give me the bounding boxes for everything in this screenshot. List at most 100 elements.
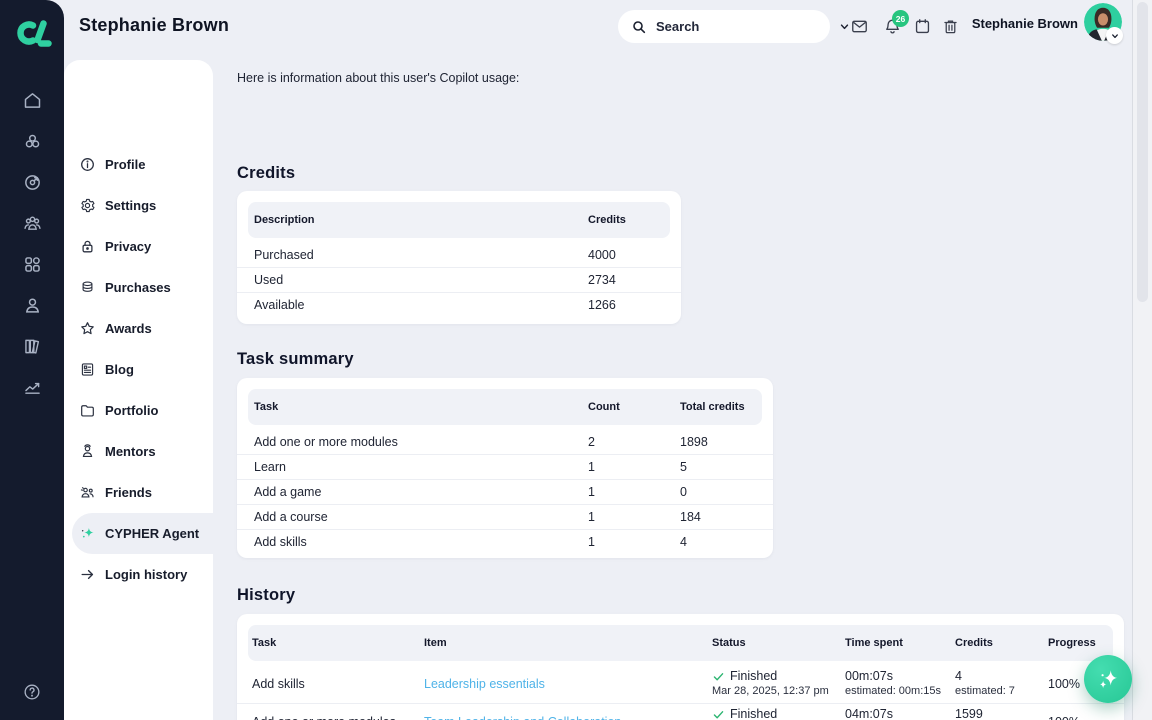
lock-icon [82,240,93,253]
column-header: Credits [955,637,993,649]
sidebar-item-label: Mentors [105,444,156,459]
profile-person-icon[interactable] [22,295,43,316]
sidebar-item-label: Login history [105,567,188,582]
sidebar-item-label: Friends [105,485,152,500]
chevron-down-icon [840,24,849,30]
table-row: Add skills Leadership essentials Finishe… [237,665,1124,703]
credits-value: 2734 [588,273,616,287]
sidebar-item-settings[interactable]: Settings [64,185,213,226]
sidebar-item-label: Purchases [105,280,171,295]
history-section-title: History [237,586,296,604]
sidebar-item-login-history[interactable]: Login history [64,554,213,595]
search-icon [633,20,646,33]
sidebar-item-awards[interactable]: Awards [64,308,213,349]
task-count: 1 [588,535,595,549]
column-header: Item [424,637,447,649]
sidebar-item-portfolio[interactable]: Portfolio [64,390,213,431]
credits-value: 1266 [588,298,616,312]
column-header: Total credits [680,401,745,413]
history-credits-cell: 1599 estimated: 1878 [955,707,1048,720]
time-spent: 04m:07s [845,707,893,720]
sidebar-item-label: Settings [105,198,157,213]
column-header: Credits [588,214,626,226]
task-summary-table-header: Task Count Total credits [248,389,762,425]
search-bar[interactable] [618,10,858,43]
user-menu-name[interactable]: Stephanie Brown [971,16,1078,31]
task-name: Add a game [254,485,322,499]
credits-description: Available [254,298,305,312]
chevron-down-icon [1111,33,1118,38]
scrollbar-thumb[interactable] [1137,2,1148,302]
credits-card: Description Credits Purchased 4000 Used … [237,191,681,324]
sparkle-icon [81,527,94,538]
nav-rail [0,0,64,720]
task-count: 1 [588,460,595,474]
task-count: 1 [588,510,595,524]
sidebar-item-purchases[interactable]: Purchases [64,267,213,308]
credits-value: 4000 [588,247,616,262]
goals-icon[interactable] [22,172,43,193]
help-icon[interactable] [22,682,42,702]
library-icon[interactable] [22,336,43,357]
messages-icon[interactable] [850,17,869,36]
scrollbar[interactable] [1132,0,1152,720]
history-credits-cell: 4 estimated: 7 [955,669,1048,698]
sidebar-item-profile[interactable]: Profile [64,144,213,185]
column-header: Task [252,637,277,649]
sidebar-item-privacy[interactable]: Privacy [64,226,213,267]
trash-icon[interactable] [941,17,960,36]
star-icon [81,322,94,335]
cypher-logo-icon[interactable] [12,14,52,52]
apps-grid-icon[interactable] [22,254,43,275]
task-total-credits: 5 [680,460,687,474]
credits-section-title: Credits [237,164,296,182]
mentor-icon [82,444,93,458]
info-icon [81,158,94,171]
gear-icon [81,198,95,213]
history-time-cell: 04m:07s estimated: 04m:01s [845,707,955,720]
check-icon [713,673,724,681]
sidebar-item-cypher-agent[interactable]: CYPHER Agent [72,513,213,554]
history-status-cell: Finished Mar 28, 2025, 11:41 am [712,707,845,720]
analytics-icon[interactable] [22,377,43,398]
community-icon[interactable] [22,213,43,234]
check-icon [713,711,724,719]
status-text: Finished [730,669,778,684]
agent-fab-button[interactable] [1084,655,1132,703]
status-text: Finished [730,707,778,720]
search-input[interactable] [656,19,831,34]
coins-icon [82,281,93,292]
history-task: Add skills [252,676,305,691]
progress-value: 100% [1048,676,1080,691]
copilot-intro-text: Here is information about this user's Co… [237,71,520,85]
credits-description: Used [254,273,284,287]
task-count: 1 [588,485,595,499]
sidebar-item-label: Profile [105,157,146,172]
history-item-link[interactable]: Leadership essentials [424,676,545,691]
time-estimated: estimated: 00m:15s [845,684,941,697]
home-icon[interactable] [22,90,43,111]
avatar-dropdown-button[interactable] [1106,27,1123,44]
task-total-credits: 1898 [680,434,708,449]
modules-icon[interactable] [22,131,43,152]
search-scope-dropdown[interactable] [831,13,858,40]
sidebar-item-mentors[interactable]: Mentors [64,431,213,472]
column-header: Task [254,401,279,413]
task-total-credits: 4 [680,535,687,549]
calendar-icon[interactable] [913,17,932,36]
sidebar-item-blog[interactable]: Blog [64,349,213,390]
history-item-link[interactable]: Team Leadership and Collaboration [424,715,712,720]
task-name: Add a course [254,510,328,524]
task-total-credits: 0 [680,485,687,499]
table-row: Add a game 1 0 [237,479,773,504]
sidebar-item-friends[interactable]: Friends [64,472,213,513]
table-row: Purchased 4000 [237,242,681,267]
task-total-credits: 184 [680,510,701,524]
history-status-cell: Finished Mar 28, 2025, 12:37 pm [712,669,845,698]
sidebar-menu: Profile Settings Privacy Purchases Award… [64,144,213,595]
task-count: 2 [588,434,595,449]
history-table-header: Task Item Status Time spent Credits Prog… [248,625,1113,661]
table-row: Add a course 1 184 [237,504,773,529]
credits-spent: 4 [955,669,962,684]
credits-table-header: Description Credits [248,202,670,238]
